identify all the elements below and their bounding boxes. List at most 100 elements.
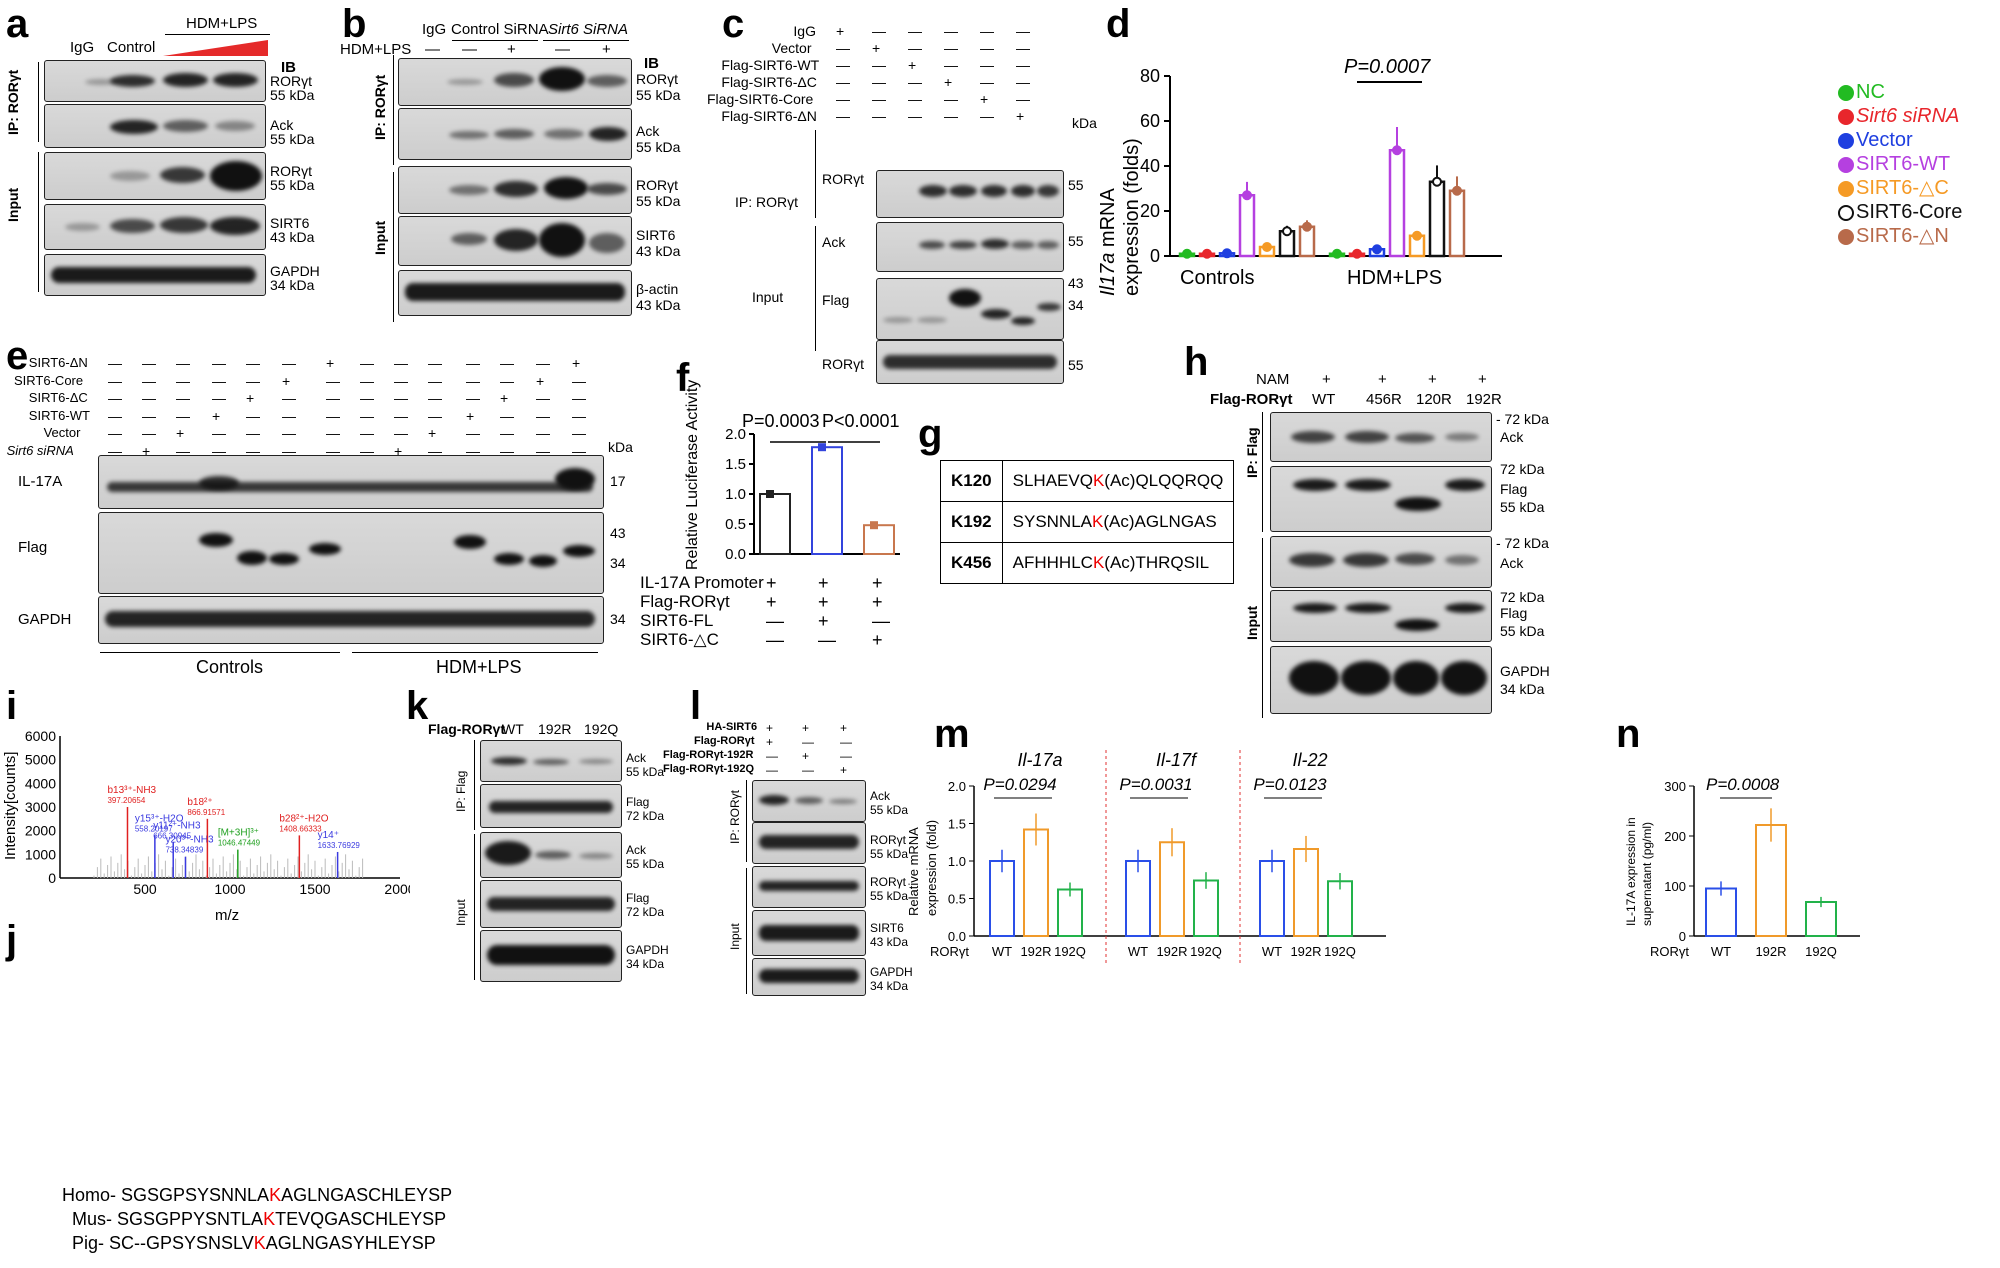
- j-seq-row: Homo- SGSGPSYSNNLAKAGLNGASCHLEYSP: [62, 1186, 452, 1204]
- c-mw4: 34: [1068, 297, 1084, 313]
- j-seq-post: TEVQGASCHLEYSP: [275, 1209, 447, 1229]
- b-b3k: 55 kDa: [636, 193, 681, 209]
- e-sign: —: [212, 355, 226, 371]
- m-xtick-label: 192R: [1290, 944, 1321, 959]
- panel-n-label: n: [1616, 712, 1641, 756]
- e-sign: —: [176, 407, 190, 424]
- b-s4: —: [555, 41, 570, 58]
- a-b5k: 34 kDa: [270, 277, 315, 293]
- c-row-label: Vector: [771, 40, 812, 56]
- e-sign: +: [572, 355, 581, 371]
- legend-marker: [1838, 157, 1854, 173]
- e-row-label: SIRT6-Core: [14, 372, 84, 388]
- n-ytick-label: 100: [1664, 879, 1686, 894]
- d-ytick-label: 60: [1140, 111, 1160, 131]
- legend-marker: [1838, 181, 1854, 197]
- e-sign: +: [394, 442, 403, 459]
- legend-label: SIRT6-WT: [1856, 153, 1951, 175]
- l-sign: +: [840, 763, 848, 777]
- blot-b-1: [398, 58, 632, 106]
- f-bar: [811, 446, 843, 556]
- h-n5: GAPDH: [1500, 663, 1550, 679]
- m-pval: P=0.0031: [1119, 775, 1192, 794]
- j-seq-row: Mus- SGSGPPYSNTLAKTEVQGASCHLEYSP: [72, 1210, 446, 1228]
- e-sign: +: [326, 355, 335, 371]
- blot-l-4: [752, 910, 866, 956]
- e-sign: —: [212, 372, 226, 389]
- c-b3: Flag: [822, 292, 850, 308]
- i-ytick-label: 3000: [25, 799, 56, 815]
- i-xtick-label: 2000: [384, 881, 410, 897]
- i-xtick-label: 1000: [214, 881, 245, 897]
- e-sign: —: [212, 442, 226, 459]
- c-sign: —: [980, 57, 994, 73]
- k-k1: 55 kDa: [626, 765, 665, 779]
- l-input: Input: [728, 923, 742, 950]
- k-ip: IP: Flag: [454, 770, 468, 812]
- ip-label: IP: RORγt: [5, 69, 21, 135]
- i-peak-label: y11²⁺-NH3: [153, 821, 201, 832]
- f-ytick-label: 0.0: [725, 546, 746, 563]
- e-sign: +: [428, 425, 437, 441]
- e-sign: —: [142, 372, 156, 389]
- panel-e-label: e: [6, 334, 29, 378]
- l-row-label: Flag-RORγt-192Q: [663, 763, 755, 775]
- h-n4: Flag: [1500, 605, 1528, 621]
- c-b4: RORγt: [822, 356, 864, 372]
- blot-c-1: [876, 170, 1064, 218]
- lane-igg: IgG: [70, 39, 95, 56]
- c-ip: IP: RORγt: [735, 194, 799, 210]
- e-group-hdm: HDM+LPS: [436, 657, 522, 677]
- e-b2: Flag: [18, 539, 48, 556]
- i-peak-label: b18²⁺: [187, 797, 212, 808]
- l-sign: —: [766, 763, 778, 777]
- legend-label: Vector: [1856, 129, 1913, 151]
- e-sign: +: [466, 407, 475, 424]
- m-ylabel: Relative mRNA: [906, 827, 921, 916]
- f-sign: +: [872, 630, 883, 650]
- e-mw4: 34: [610, 611, 626, 627]
- blot-h-3: [1270, 536, 1492, 588]
- m-xtick-label: 192Q: [1054, 944, 1086, 959]
- panel-d-label: d: [1106, 2, 1131, 46]
- ib-label: IB: [281, 59, 296, 76]
- n-ytick-label: 0: [1679, 929, 1686, 944]
- i-peak-label: y20³⁺-NH3: [165, 835, 214, 846]
- h-n2: Flag: [1500, 481, 1528, 497]
- d-group-hdm: HDM+LPS: [1347, 267, 1443, 289]
- d-point: [1372, 244, 1382, 255]
- n-ytick-label: 200: [1664, 829, 1686, 844]
- a-b1: RORγt: [270, 73, 312, 89]
- g-row: K456 AFHHHLCK(Ac)THRQSIL: [940, 542, 1235, 584]
- a-b3k: 55 kDa: [270, 177, 315, 193]
- f-row-label: Flag-RORγt: [640, 592, 730, 611]
- e-sign: —: [500, 442, 514, 459]
- k-l3: 192Q: [584, 721, 619, 737]
- j-seq-row: Pig- SC--GPSYSNSLVKAGLNGASYHLEYSP: [72, 1234, 436, 1252]
- f-sign: —: [766, 630, 784, 650]
- legend-marker: [1838, 109, 1854, 125]
- b-lane-sirt6: Sirt6 SiRNA: [548, 21, 629, 38]
- e-sign: —: [282, 355, 296, 371]
- l-k2: 55 kDa: [870, 847, 909, 861]
- i-peak-mz: 558.20197: [135, 824, 173, 833]
- e-sign: —: [500, 372, 514, 389]
- k-k4: 72 kDa: [626, 905, 665, 919]
- m-xtick-label: WT: [1262, 944, 1282, 959]
- e-sign: —: [394, 407, 408, 424]
- k-n1: Ack: [626, 751, 647, 765]
- e-sign: —: [466, 425, 480, 441]
- e-sign: —: [360, 372, 374, 389]
- f-ytick-label: 0.5: [725, 516, 746, 533]
- i-ytick-label: 2000: [25, 823, 56, 839]
- d-ytick-label: 20: [1140, 201, 1160, 221]
- j-seq-pre: Homo- SGSGPSYSNNLA: [62, 1185, 270, 1205]
- l-row-label: HA-SIRT6: [706, 721, 758, 733]
- chart-i: 6000 5000 4000 3000 2000 1000 0 500 1000 1500 2000…: [25, 728, 410, 897]
- legend-marker: [1838, 133, 1854, 149]
- e-sign: —: [282, 442, 296, 459]
- m-xprefix: RORγt: [930, 944, 969, 959]
- m-pval: P=0.0294: [983, 775, 1056, 794]
- c-sign: —: [908, 108, 922, 124]
